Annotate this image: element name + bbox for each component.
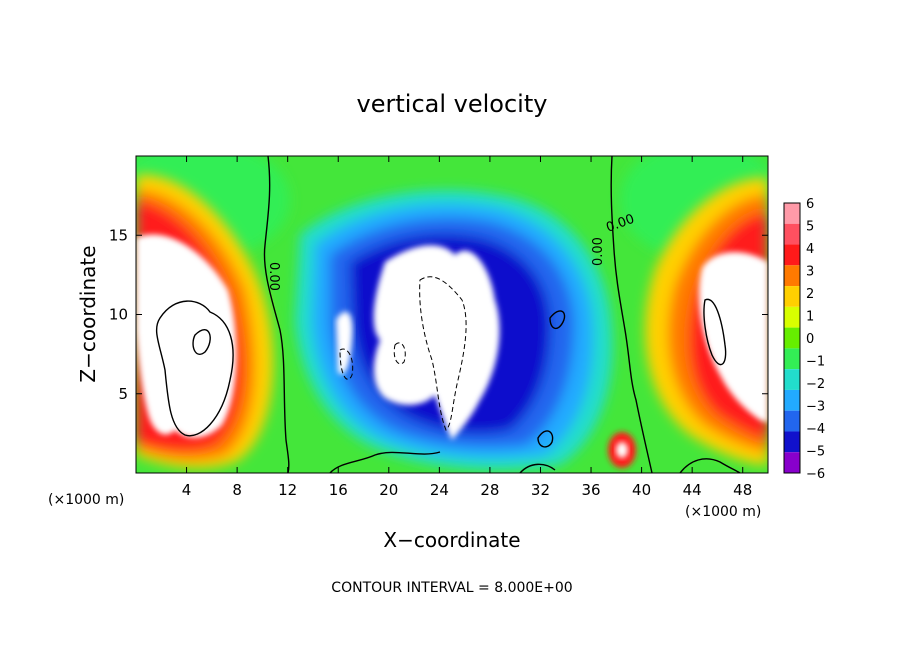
x-tick-label: 8 — [232, 481, 242, 499]
colorbar-label: −1 — [806, 355, 825, 370]
zero-contours — [156, 156, 741, 473]
x-tick-label: 16 — [329, 481, 348, 499]
colorbar-swatch — [784, 244, 800, 266]
colorbar-swatch — [784, 203, 800, 224]
x-unit-label-right: (×1000 m) — [685, 504, 761, 520]
chart-title: vertical velocity — [357, 90, 548, 118]
x-tick-label: 28 — [480, 481, 499, 499]
colorbar-label: 1 — [806, 310, 814, 325]
colorbar-label: 6 — [806, 197, 814, 212]
colorbar-label: −2 — [806, 377, 825, 392]
negative-contours — [339, 276, 467, 431]
colorbar-swatch — [784, 306, 800, 328]
central-saturated-core — [373, 245, 500, 440]
heatmap-field: 0.00 0.00 0.00 — [136, 156, 768, 473]
x-axis-label: X−coordinate — [383, 528, 520, 552]
contour-label: 0.00 — [591, 237, 606, 266]
x-tick-label: 20 — [379, 481, 398, 499]
colorbar-swatch — [784, 452, 800, 473]
colorbar-swatch — [784, 327, 800, 349]
y-tick-label: 5 — [118, 385, 128, 403]
colorbar-swatch — [784, 265, 800, 287]
colorbar-label: 3 — [806, 265, 814, 280]
x-tick-label: 36 — [581, 481, 600, 499]
x-tick-label: 44 — [683, 481, 702, 499]
x-tick-label: 12 — [278, 481, 297, 499]
x-tick-label: 40 — [632, 481, 651, 499]
y-axis-ticks: 5 10 15 — [109, 226, 768, 403]
x-unit-label-left: (×1000 m) — [48, 492, 124, 508]
x-tick-label: 32 — [531, 481, 550, 499]
left-saturated-core — [136, 234, 237, 438]
colorbar-label: −6 — [806, 467, 825, 482]
colorbar-label: −3 — [806, 400, 825, 415]
colorbar: 6 5 4 3 2 1 0 −1 −2 −3 −4 −5 −6 — [783, 197, 825, 482]
colorbar-label: −4 — [806, 422, 825, 437]
colorbar-swatch — [784, 223, 800, 245]
colorbar-swatch — [784, 348, 800, 370]
colorbar-label: −5 — [806, 445, 825, 460]
colorbar-frame — [783, 202, 801, 474]
colorbar-label: 5 — [806, 220, 814, 235]
x-tick-label: 4 — [182, 481, 192, 499]
colorbar-label: 2 — [806, 287, 814, 302]
x-tick-label: 48 — [733, 481, 752, 499]
x-tick-label: 24 — [430, 481, 449, 499]
right-saturated-core — [699, 252, 768, 423]
contour-interval-footer: CONTOUR INTERVAL = 8.000E+00 — [331, 580, 572, 596]
y-axis-label: Z−coordinate — [76, 245, 100, 382]
colorbar-swatch — [784, 369, 800, 390]
colorbar-swatch — [784, 431, 800, 453]
colorbar-label: 4 — [806, 242, 814, 257]
colorbar-label: 0 — [806, 332, 814, 347]
colorbar-swatch — [784, 410, 800, 432]
colorbar-swatch — [784, 286, 800, 307]
x-axis-ticks: 4 8 12 16 20 24 28 32 36 40 44 48 — [182, 156, 752, 499]
y-tick-label: 10 — [109, 306, 128, 324]
contour-label: 0.00 — [266, 262, 281, 291]
y-tick-label: 15 — [109, 226, 128, 244]
colorbar-swatch — [784, 389, 800, 411]
